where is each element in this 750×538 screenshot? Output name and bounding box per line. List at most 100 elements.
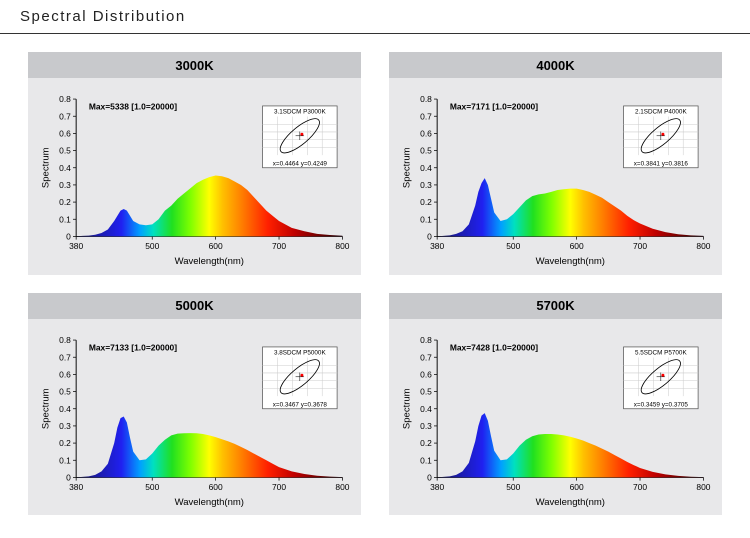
svg-text:0.8: 0.8 (59, 94, 71, 104)
svg-text:x=0.3841 y=0.3816: x=0.3841 y=0.3816 (634, 161, 689, 168)
chromaticity-inset: 5.5SDCM P5700K x=0.3459 y=0.3705 (624, 347, 699, 409)
svg-text:0.8: 0.8 (420, 94, 432, 104)
svg-text:700: 700 (272, 482, 286, 492)
svg-text:0.3: 0.3 (59, 421, 71, 431)
svg-text:0.5: 0.5 (420, 146, 432, 156)
svg-text:0.6: 0.6 (420, 129, 432, 139)
svg-text:0.6: 0.6 (420, 369, 432, 379)
plot-area: 38050060070080000.10.20.30.40.50.60.70.8… (28, 78, 361, 275)
svg-text:800: 800 (335, 241, 349, 251)
svg-text:800: 800 (696, 482, 710, 492)
svg-text:3.8SDCM P5000K: 3.8SDCM P5000K (274, 349, 326, 356)
svg-text:0: 0 (427, 232, 432, 242)
panel-title-bar: 5700K (389, 293, 722, 319)
chromaticity-inset: 2.1SDCM P4000K x=0.3841 y=0.3816 (624, 106, 699, 168)
spectral-curve (76, 175, 342, 236)
max-label: Max=5338 [1.0=20000] (89, 102, 177, 112)
spectral-plot-p5000: 38050060070080000.10.20.30.40.50.60.70.8… (36, 327, 353, 512)
svg-text:0.4: 0.4 (59, 404, 71, 414)
spectral-plot-p3000: 38050060070080000.10.20.30.40.50.60.70.8… (36, 86, 353, 271)
chromaticity-inset: 3.8SDCM P5000K x=0.3467 y=0.3678 (263, 347, 338, 409)
svg-text:700: 700 (633, 241, 647, 251)
plot-area: 380 500 600 700 800 0 0.1 0.2 0.3 0.4 0.5 0.6 0.7 0.8… (389, 78, 722, 275)
svg-text:0.1: 0.1 (420, 455, 432, 465)
svg-text:0.3: 0.3 (420, 421, 432, 431)
svg-text:0.2: 0.2 (59, 438, 71, 448)
svg-text:0.6: 0.6 (59, 129, 71, 139)
panel-title: 5700K (536, 298, 574, 313)
svg-text:800: 800 (696, 241, 710, 251)
svg-text:500: 500 (506, 482, 520, 492)
spectral-plot-p4000: 380 500 600 700 800 0 0.1 0.2 0.3 0.4 0.5 0.6 0.7 0.8… (397, 86, 714, 271)
spectral-plot-p5700: 380 500 600 700 800 0 0.1 0.2 0.3 0.4 0.5 0.6 0.7 0.8… (397, 327, 714, 512)
svg-text:600: 600 (570, 241, 584, 251)
panel-p5000: 5000K 38050060070080000.10.20.30.40.50.6… (28, 293, 361, 516)
panel-title-bar: 5000K (28, 293, 361, 319)
chart-grid: 3000K 380 500 600 700 800 0 0.1 0.2 0.3 0.4 0.5 0.6… (0, 34, 750, 525)
svg-text:700: 700 (272, 241, 286, 251)
panel-title-bar: 3000K (28, 52, 361, 78)
svg-text:0.2: 0.2 (420, 438, 432, 448)
svg-text:0.4: 0.4 (420, 404, 432, 414)
svg-text:600: 600 (570, 482, 584, 492)
svg-text:0: 0 (427, 472, 432, 482)
svg-text:0.8: 0.8 (420, 335, 432, 345)
y-axis-label: Spectrum (402, 388, 413, 429)
x-axis-label: Wavelength(nm) (175, 497, 244, 508)
svg-text:500: 500 (506, 241, 520, 251)
svg-text:380: 380 (430, 241, 444, 251)
panel-title: 3000K (175, 58, 213, 73)
svg-text:5.5SDCM P5700K: 5.5SDCM P5700K (635, 349, 687, 356)
y-axis-label: Spectrum (41, 147, 52, 188)
svg-text:0.5: 0.5 (59, 146, 71, 156)
svg-text:0.4: 0.4 (59, 163, 71, 173)
svg-text:600: 600 (209, 241, 223, 251)
plot-area: 38050060070080000.10.20.30.40.50.60.70.8… (28, 319, 361, 516)
chromaticity-inset: 3.1SDCM P3000K x=0.4464 y=0.4249 (263, 106, 338, 168)
x-axis-label: Wavelength(nm) (175, 256, 244, 267)
y-axis-label: Spectrum (402, 147, 413, 188)
svg-text:0.7: 0.7 (420, 352, 432, 362)
panel-title: 5000K (175, 298, 213, 313)
svg-text:0.6: 0.6 (59, 369, 71, 379)
svg-text:500: 500 (145, 241, 159, 251)
max-label: Max=7428 [1.0=20000] (450, 342, 538, 352)
x-axis-label: Wavelength(nm) (536, 256, 605, 267)
svg-text:x=0.4464 y=0.4249: x=0.4464 y=0.4249 (273, 161, 328, 168)
max-label: Max=7133 [1.0=20000] (89, 342, 177, 352)
svg-text:600: 600 (209, 482, 223, 492)
svg-text:3.1SDCM P3000K: 3.1SDCM P3000K (274, 108, 326, 115)
spectral-curve (76, 416, 342, 477)
x-axis-label: Wavelength(nm) (536, 497, 605, 508)
svg-text:0.1: 0.1 (420, 214, 432, 224)
svg-text:0: 0 (66, 472, 71, 482)
svg-text:0.8: 0.8 (59, 335, 71, 345)
svg-text:0.5: 0.5 (420, 386, 432, 396)
plot-area: 380 500 600 700 800 0 0.1 0.2 0.3 0.4 0.5 0.6 0.7 0.8… (389, 319, 722, 516)
svg-text:0.4: 0.4 (420, 163, 432, 173)
svg-text:0.1: 0.1 (59, 455, 71, 465)
svg-text:800: 800 (335, 482, 349, 492)
svg-text:2.1SDCM P4000K: 2.1SDCM P4000K (635, 108, 687, 115)
svg-text:0.7: 0.7 (420, 111, 432, 121)
svg-text:0: 0 (66, 232, 71, 242)
svg-text:0.1: 0.1 (59, 214, 71, 224)
svg-text:x=0.3467 y=0.3678: x=0.3467 y=0.3678 (273, 401, 328, 408)
svg-text:0.2: 0.2 (59, 197, 71, 207)
panel-p4000: 4000K 380 500 600 700 800 0 0.1 0.2 0.3 0.4 0.5 0.6… (389, 52, 722, 275)
svg-text:700: 700 (633, 482, 647, 492)
y-axis-label: Spectrum (41, 388, 52, 429)
page-title: Spectral Distribution (20, 8, 730, 25)
svg-text:x=0.3459 y=0.3705: x=0.3459 y=0.3705 (634, 401, 689, 408)
panel-title-bar: 4000K (389, 52, 722, 78)
spectral-curve (437, 178, 703, 236)
svg-text:380: 380 (69, 482, 83, 492)
svg-text:380: 380 (430, 482, 444, 492)
panel-title: 4000K (536, 58, 574, 73)
page-header: Spectral Distribution (0, 0, 750, 34)
svg-text:0.2: 0.2 (420, 197, 432, 207)
spectral-curve (437, 413, 703, 477)
max-label: Max=7171 [1.0=20000] (450, 102, 538, 112)
svg-text:500: 500 (145, 482, 159, 492)
svg-text:0.3: 0.3 (420, 180, 432, 190)
